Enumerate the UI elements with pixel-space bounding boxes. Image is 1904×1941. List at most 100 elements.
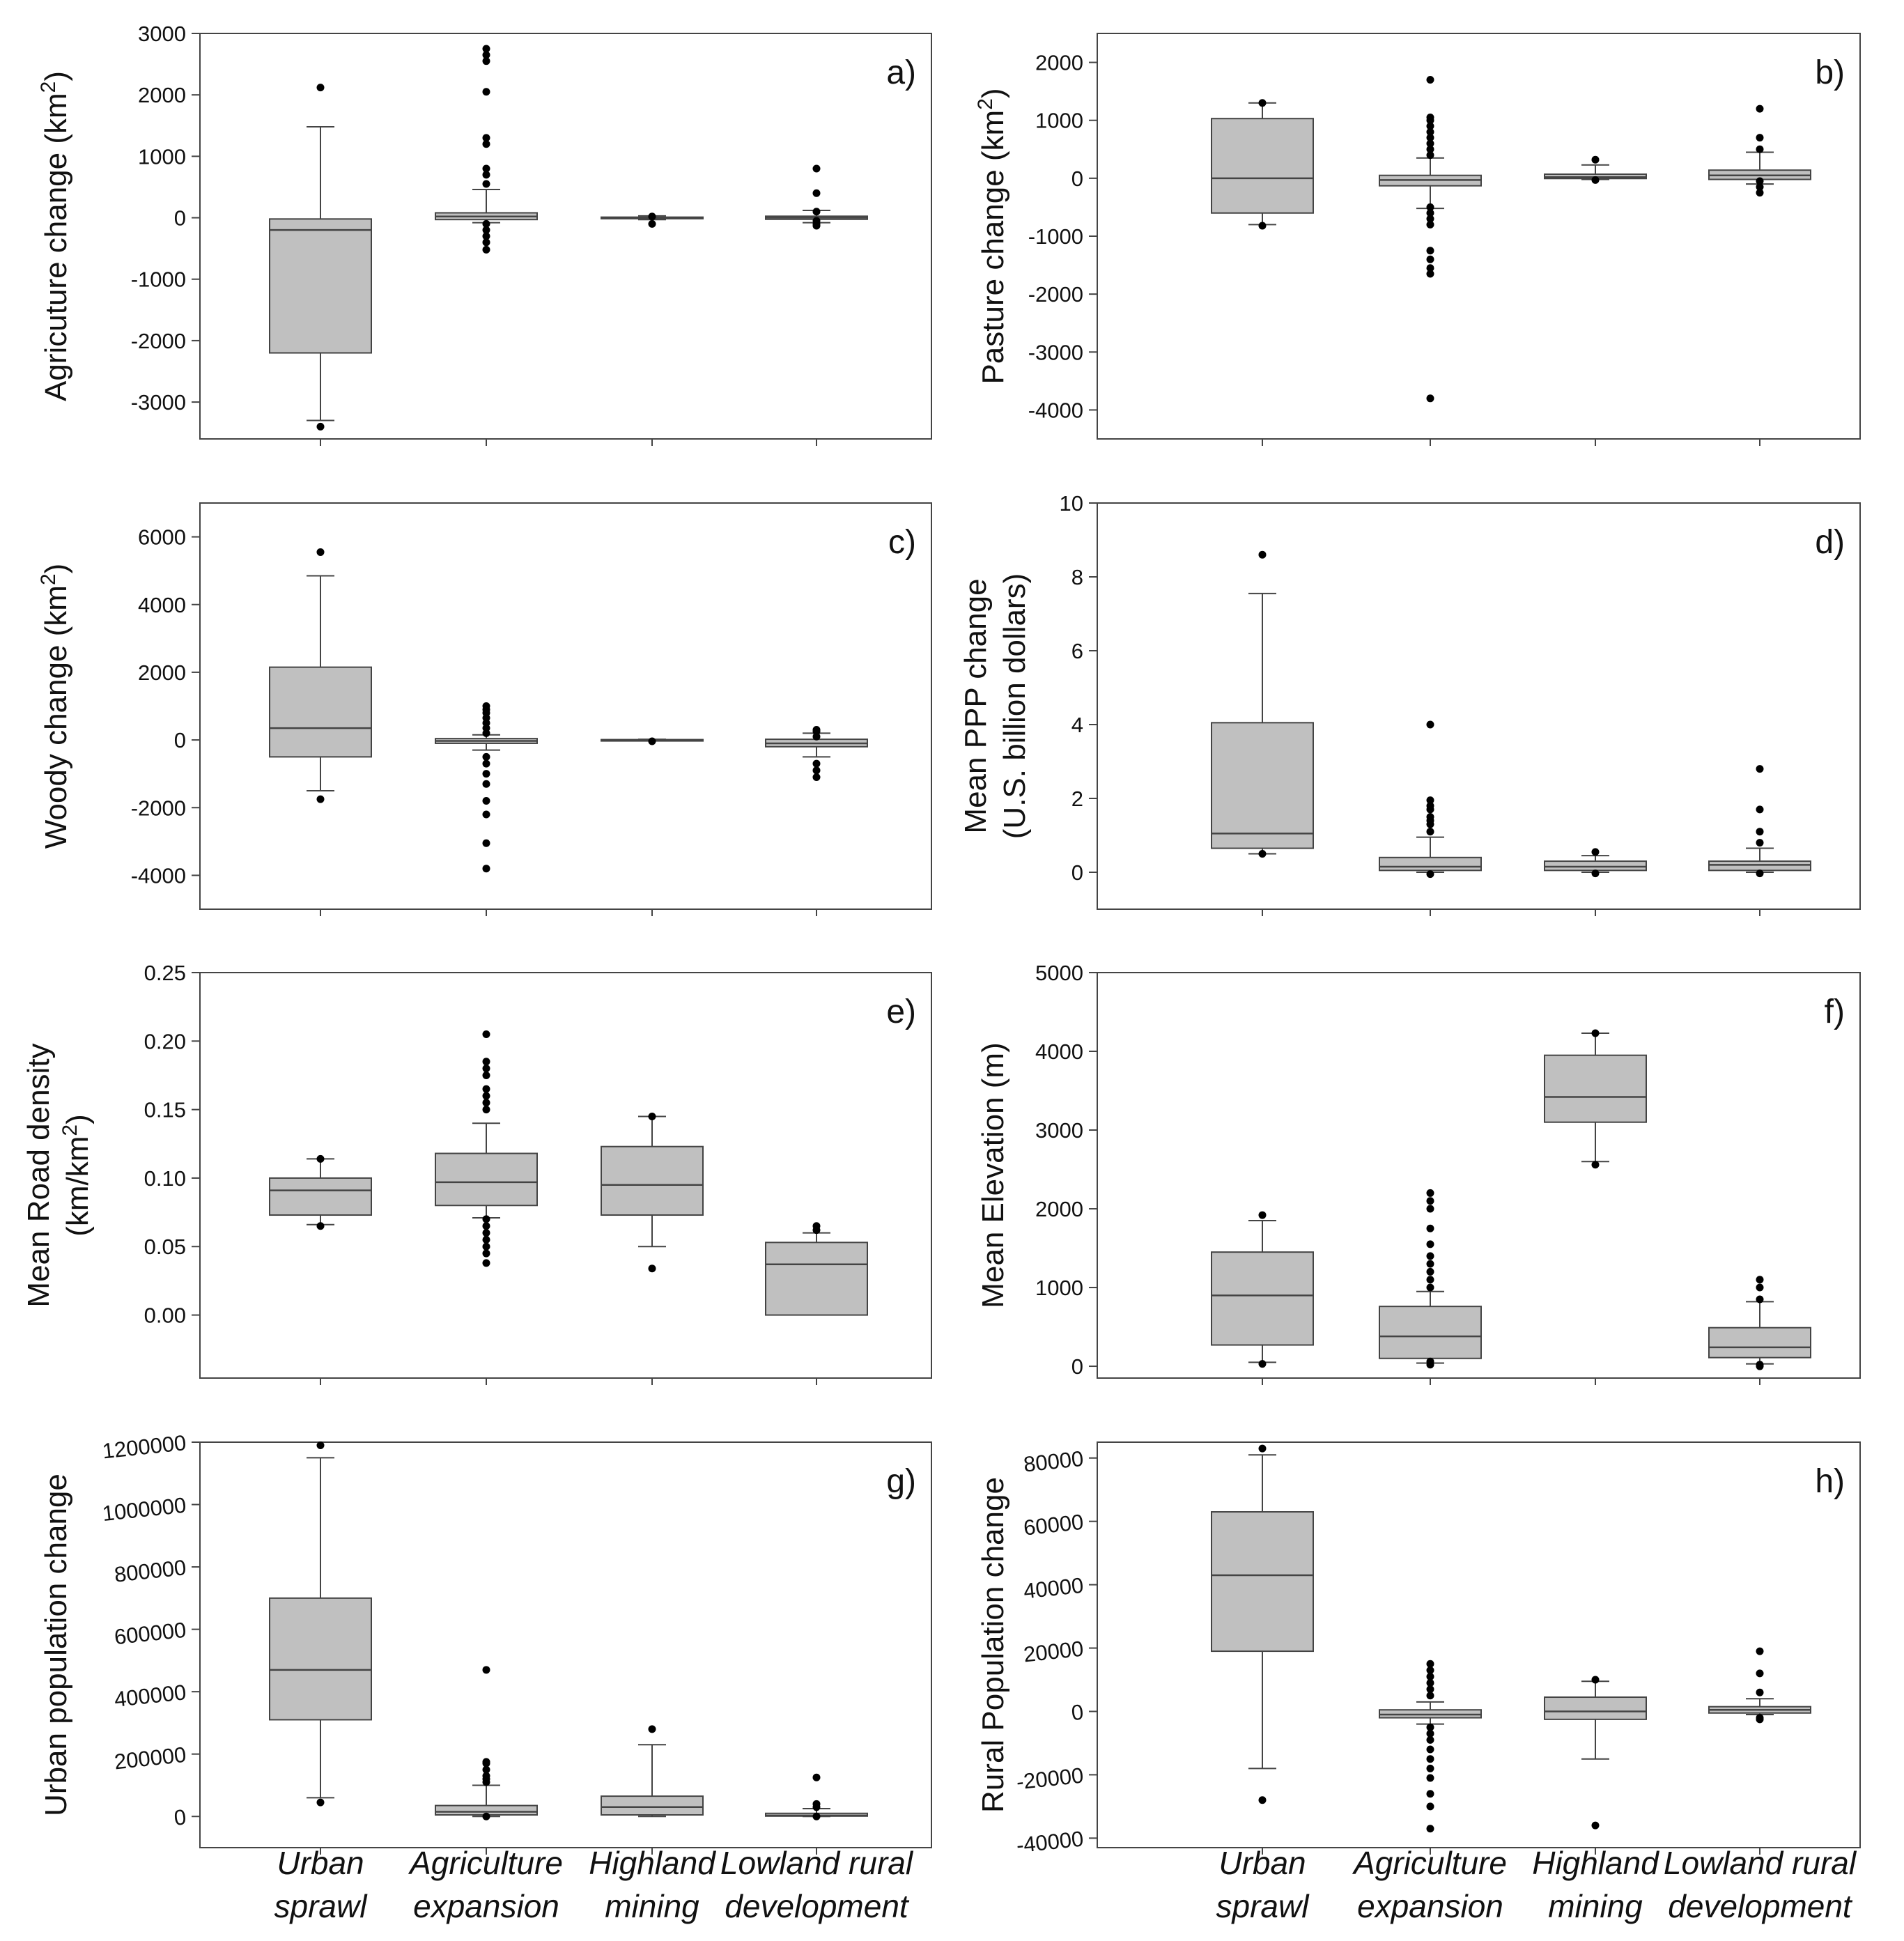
y-tick-label: -4000 [131, 863, 186, 888]
y-tick-label: 10 [1060, 491, 1083, 516]
y-axis-label: Mean PPP change [959, 578, 993, 833]
iqr-box [269, 218, 372, 354]
outlier-point [1258, 550, 1267, 559]
y-tick-label: 800000 [113, 1555, 187, 1587]
panel-label: f) [1825, 993, 1845, 1030]
box-4 [765, 726, 868, 782]
outlier-point [1756, 805, 1764, 814]
box-3 [601, 737, 704, 745]
iqr-box [1211, 1251, 1314, 1346]
y-tick-label: -1000 [1028, 224, 1083, 249]
y-tick-label: 2000 [1035, 1197, 1083, 1221]
box-1 [269, 1154, 372, 1230]
outlier-point [1756, 1283, 1764, 1292]
outlier-point [482, 1071, 490, 1079]
outlier-point [1426, 220, 1434, 229]
y-tick-label: 0.10 [144, 1166, 186, 1191]
y-tick-label: -1000 [131, 268, 186, 292]
outlier-point [1426, 1205, 1434, 1213]
y-tick-label: 0.05 [144, 1235, 186, 1259]
outlier-point [812, 1222, 821, 1230]
outlier-point [812, 766, 821, 775]
outlier-point [316, 795, 325, 803]
y-tick-label: 2000 [1035, 51, 1083, 75]
outlier-point [482, 245, 490, 254]
outlier-point [482, 88, 490, 96]
y-tick-label: 0.20 [144, 1029, 186, 1053]
x-category-label-left: Highland [589, 1845, 716, 1881]
outlier-point [482, 238, 490, 247]
outlier-point [1258, 1211, 1267, 1219]
iqr-box [1379, 1306, 1482, 1359]
outlier-point [812, 1800, 821, 1808]
y-tick-label: 5000 [1035, 961, 1083, 985]
box-4 [765, 164, 868, 230]
iqr-box [435, 1152, 538, 1207]
outlier-point [1426, 1774, 1434, 1782]
iqr-box [1708, 1327, 1811, 1359]
iqr-box [1211, 722, 1314, 849]
y-tick-label: 2000 [138, 83, 186, 107]
outlier-point [1426, 1260, 1434, 1268]
outlier-point [812, 759, 821, 768]
outlier-point [1591, 155, 1600, 164]
outlier-point [482, 1229, 490, 1237]
box-2 [435, 702, 538, 873]
y-axis-label: Urban population change [39, 1474, 73, 1816]
x-category-label-left: Urban [277, 1845, 364, 1881]
outlier-point [1426, 203, 1434, 211]
outlier-point [482, 865, 490, 873]
x-category-label-right: sprawl [1216, 1888, 1310, 1924]
panel-label: c) [888, 524, 916, 561]
iqr-box [269, 1177, 372, 1216]
outlier-point [1756, 869, 1764, 878]
iqr-box [601, 1795, 704, 1816]
outlier-point [1426, 127, 1434, 136]
x-category-label-right: mining [1548, 1888, 1643, 1924]
outlier-point [1426, 1723, 1434, 1731]
outlier-point [1426, 1197, 1434, 1205]
plot-frame [199, 972, 932, 1379]
outlier-point [1426, 264, 1434, 272]
y-tick-label: 2 [1071, 787, 1083, 811]
y-tick-label: -2000 [1028, 282, 1083, 307]
box-4 [765, 1773, 868, 1820]
outlier-point [1426, 1825, 1434, 1833]
box-4 [1708, 765, 1811, 878]
outlier-point [482, 57, 490, 65]
box-2 [1379, 1660, 1482, 1833]
y-tick-label: 4 [1071, 713, 1083, 737]
y-tick-label: 60000 [1022, 1510, 1084, 1540]
outlier-point [482, 1030, 490, 1038]
panel-a: -3000 -2000 -1000 0 1000 2000 3000 Agricuture c… [37, 22, 932, 446]
outlier-point [316, 1798, 325, 1807]
y-axis-label: Woody change (km2) [37, 564, 74, 849]
outlier-point [1591, 848, 1600, 856]
outlier-point [1756, 1688, 1764, 1696]
iqr-box [1379, 856, 1482, 872]
outlier-point [1426, 1666, 1434, 1674]
outlier-point [1756, 1714, 1764, 1722]
plot-frame [199, 33, 932, 440]
outlier-point [1426, 270, 1434, 278]
outlier-point [482, 1666, 490, 1674]
x-category-label-right: expansion [1357, 1888, 1503, 1924]
outlier-point [1426, 1729, 1434, 1738]
outlier-point [482, 839, 490, 847]
iqr-box [269, 1597, 372, 1721]
outlier-point [1426, 1764, 1434, 1772]
outlier-point [1426, 1660, 1434, 1668]
plot-frame [1097, 33, 1861, 440]
box-4 [1708, 1647, 1811, 1724]
outlier-point [482, 1222, 490, 1230]
panel-g: 0 200000 400000 600000 800000 1000000 1200000 U… [39, 1430, 932, 1855]
outlier-point [316, 1441, 325, 1449]
outlier-point [482, 797, 490, 805]
x-category-label-left: expansion [413, 1888, 559, 1924]
outlier-point [1426, 1357, 1434, 1366]
y-tick-label: -20000 [1015, 1763, 1085, 1795]
outlier-point [1756, 1295, 1764, 1304]
box-1 [269, 548, 372, 803]
y-tick-label: 4000 [138, 593, 186, 617]
outlier-point [1756, 134, 1764, 142]
